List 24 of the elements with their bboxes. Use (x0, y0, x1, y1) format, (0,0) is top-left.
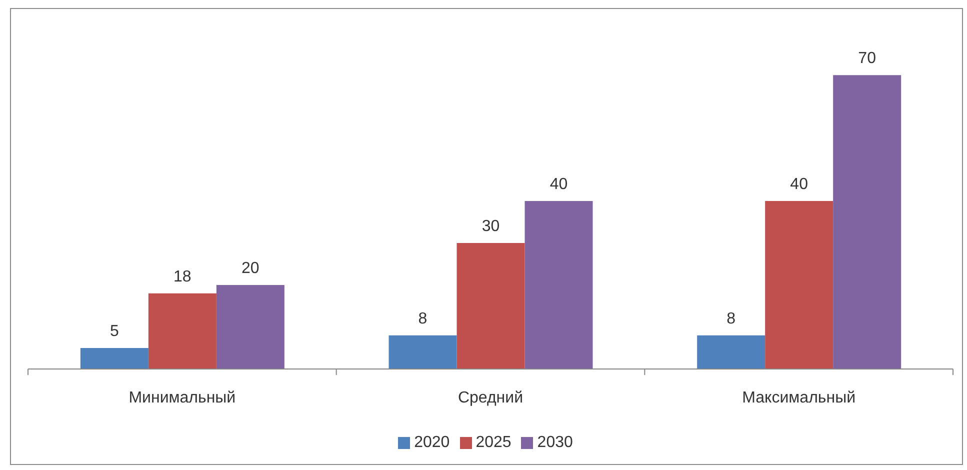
bar (697, 335, 766, 369)
x-tick-label: Средний (458, 389, 524, 406)
data-label: 70 (858, 50, 876, 68)
bar (833, 75, 902, 369)
bar (765, 201, 834, 369)
bar (524, 201, 593, 369)
bar (456, 243, 525, 369)
data-label: 8 (418, 310, 428, 328)
data-label: 18 (174, 268, 192, 286)
data-label: 30 (482, 218, 500, 236)
bar (216, 285, 284, 369)
data-label: 40 (550, 176, 568, 194)
data-label: 8 (726, 310, 736, 328)
data-label: 5 (110, 323, 119, 340)
x-tick-label: Максимальный (742, 389, 856, 406)
legend-label: 2030 (537, 434, 573, 451)
bar (148, 293, 216, 369)
legend-label: 2020 (414, 434, 450, 451)
data-label: 20 (242, 260, 260, 278)
x-tick-label: Минимальный (128, 389, 236, 406)
bar (80, 348, 148, 369)
data-label: 40 (790, 176, 808, 194)
bar (388, 335, 457, 369)
legend-label: 2025 (476, 434, 512, 451)
